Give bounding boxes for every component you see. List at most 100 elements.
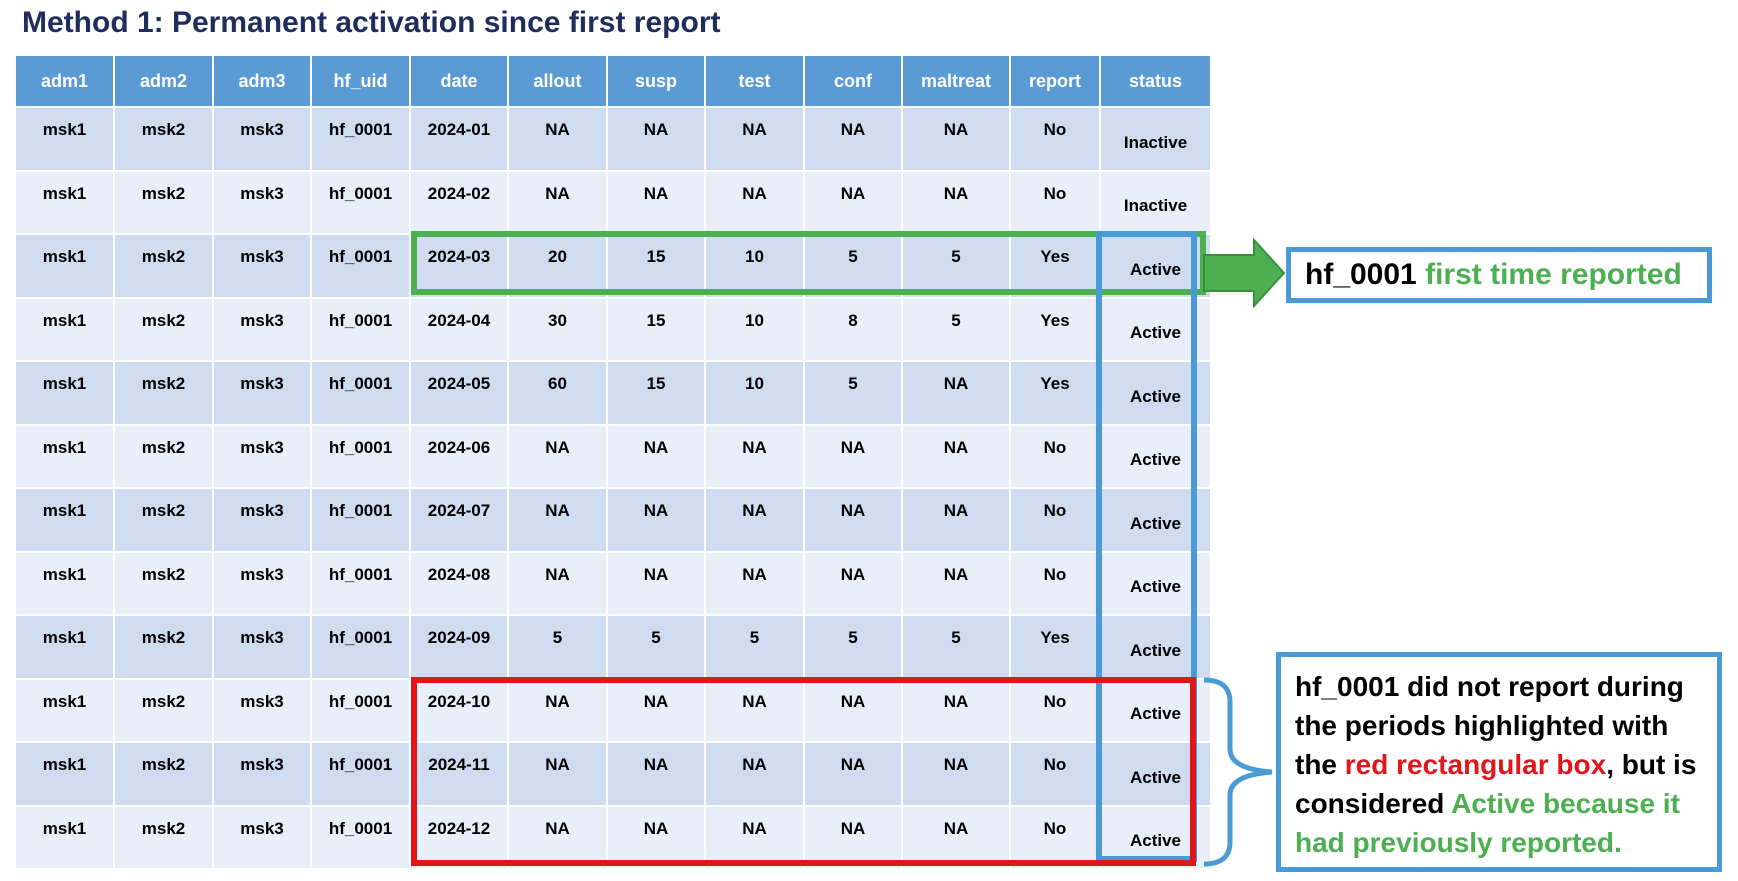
cell-test: NA: [704, 804, 805, 870]
column-header: conf: [803, 54, 903, 108]
cell-conf: NA: [803, 550, 903, 616]
cell-adm1: msk1: [14, 169, 115, 235]
cell-report: Yes: [1009, 296, 1101, 362]
note-green-text: Active because it had previously reporte…: [1295, 788, 1680, 858]
cell-susp: NA: [606, 106, 706, 172]
cell-report: No: [1009, 804, 1101, 870]
cell-adm2: msk2: [113, 614, 214, 680]
cell-conf: NA: [803, 677, 903, 743]
table-row: msk1 msk2 msk3 hf_0001 2024-10 NA NA NA NA NA No Ac…: [14, 677, 1212, 743]
cell-report: No: [1009, 169, 1101, 235]
cell-date: 2024-09: [409, 614, 509, 680]
cell-conf: NA: [803, 169, 903, 235]
cell-maltreat: NA: [901, 423, 1011, 489]
cell-hf-uid: hf_0001: [310, 169, 411, 235]
cell-maltreat: NA: [901, 741, 1011, 807]
cell-adm3: msk3: [212, 423, 312, 489]
cell-maltreat: NA: [901, 169, 1011, 235]
cell-susp: NA: [606, 804, 706, 870]
cell-adm1: msk1: [14, 233, 115, 299]
cell-conf: 5: [803, 360, 903, 426]
column-header: adm1: [14, 54, 115, 108]
cell-adm2: msk2: [113, 550, 214, 616]
cell-test: 10: [704, 233, 805, 299]
cell-allout: NA: [507, 487, 608, 553]
cell-adm1: msk1: [14, 614, 115, 680]
table-row: msk1 msk2 msk3 hf_0001 2024-04 30 15 10 8 5 Yes Act…: [14, 296, 1212, 362]
first-report-callout: hf_0001 first time reported: [1286, 247, 1712, 303]
first-report-highlight: [411, 231, 1206, 295]
cell-adm1: msk1: [14, 550, 115, 616]
cell-adm3: msk3: [212, 614, 312, 680]
note-part1: hf_0001 did not report during the period…: [1295, 671, 1684, 780]
cell-hf-uid: hf_0001: [310, 804, 411, 870]
cell-test: NA: [704, 550, 805, 616]
cell-test: NA: [704, 487, 805, 553]
cell-adm1: msk1: [14, 677, 115, 743]
cell-susp: NA: [606, 741, 706, 807]
cell-hf-uid: hf_0001: [310, 233, 411, 299]
table-row: msk1 msk2 msk3 hf_0001 2024-02 NA NA NA NA NA No In…: [14, 169, 1212, 235]
table-row: msk1 msk2 msk3 hf_0001 2024-06 NA NA NA NA NA No Ac…: [14, 423, 1212, 489]
cell-adm2: msk2: [113, 296, 214, 362]
cell-susp: NA: [606, 169, 706, 235]
cell-susp: 15: [606, 233, 706, 299]
cell-allout: NA: [507, 741, 608, 807]
cell-maltreat: NA: [901, 360, 1011, 426]
callout-first-text: first time reported: [1425, 258, 1682, 291]
cell-adm1: msk1: [14, 741, 115, 807]
cell-adm1: msk1: [14, 423, 115, 489]
no-report-highlight: [411, 677, 1196, 866]
cell-adm3: msk3: [212, 487, 312, 553]
cell-maltreat: NA: [901, 487, 1011, 553]
cell-susp: NA: [606, 487, 706, 553]
table-row: msk1 msk2 msk3 hf_0001 2024-08 NA NA NA NA NA No Ac…: [14, 550, 1212, 616]
cell-date: 2024-04: [409, 296, 509, 362]
cell-hf-uid: hf_0001: [310, 423, 411, 489]
cell-test: 5: [704, 614, 805, 680]
cell-test: NA: [704, 169, 805, 235]
column-header: allout: [507, 54, 608, 108]
cell-conf: 5: [803, 233, 903, 299]
cell-adm3: msk3: [212, 550, 312, 616]
cell-date: 2024-02: [409, 169, 509, 235]
column-header: date: [409, 54, 509, 108]
cell-allout: 30: [507, 296, 608, 362]
cell-test: 10: [704, 296, 805, 362]
cell-allout: NA: [507, 550, 608, 616]
cell-hf-uid: hf_0001: [310, 360, 411, 426]
cell-hf-uid: hf_0001: [310, 296, 411, 362]
cell-allout: NA: [507, 804, 608, 870]
active-status-highlight: [1096, 231, 1197, 862]
table-row: msk1 msk2 msk3 hf_0001 2024-07 NA NA NA NA NA No Ac…: [14, 487, 1212, 553]
cell-adm3: msk3: [212, 106, 312, 172]
cell-allout: 60: [507, 360, 608, 426]
cell-adm3: msk3: [212, 741, 312, 807]
cell-maltreat: 5: [901, 233, 1011, 299]
cell-adm2: msk2: [113, 106, 214, 172]
cell-susp: 15: [606, 360, 706, 426]
cell-hf-uid: hf_0001: [310, 487, 411, 553]
cell-maltreat: 5: [901, 296, 1011, 362]
note-red-text: red rectangular box: [1344, 749, 1607, 780]
cell-allout: NA: [507, 169, 608, 235]
cell-status: Inactive: [1099, 169, 1212, 235]
cell-date: 2024-08: [409, 550, 509, 616]
cell-report: Yes: [1009, 614, 1101, 680]
cell-maltreat: 5: [901, 614, 1011, 680]
cell-adm3: msk3: [212, 360, 312, 426]
cell-adm2: msk2: [113, 804, 214, 870]
column-header: adm2: [113, 54, 214, 108]
table-row: msk1 msk2 msk3 hf_0001 2024-01 NA NA NA NA NA No In…: [14, 106, 1212, 172]
cell-conf: NA: [803, 741, 903, 807]
cell-conf: NA: [803, 804, 903, 870]
cell-adm1: msk1: [14, 360, 115, 426]
cell-report: Yes: [1009, 233, 1101, 299]
cell-conf: NA: [803, 106, 903, 172]
cell-adm3: msk3: [212, 677, 312, 743]
cell-hf-uid: hf_0001: [310, 741, 411, 807]
cell-test: NA: [704, 423, 805, 489]
column-header: report: [1009, 54, 1101, 108]
cell-adm1: msk1: [14, 106, 115, 172]
cell-susp: NA: [606, 423, 706, 489]
